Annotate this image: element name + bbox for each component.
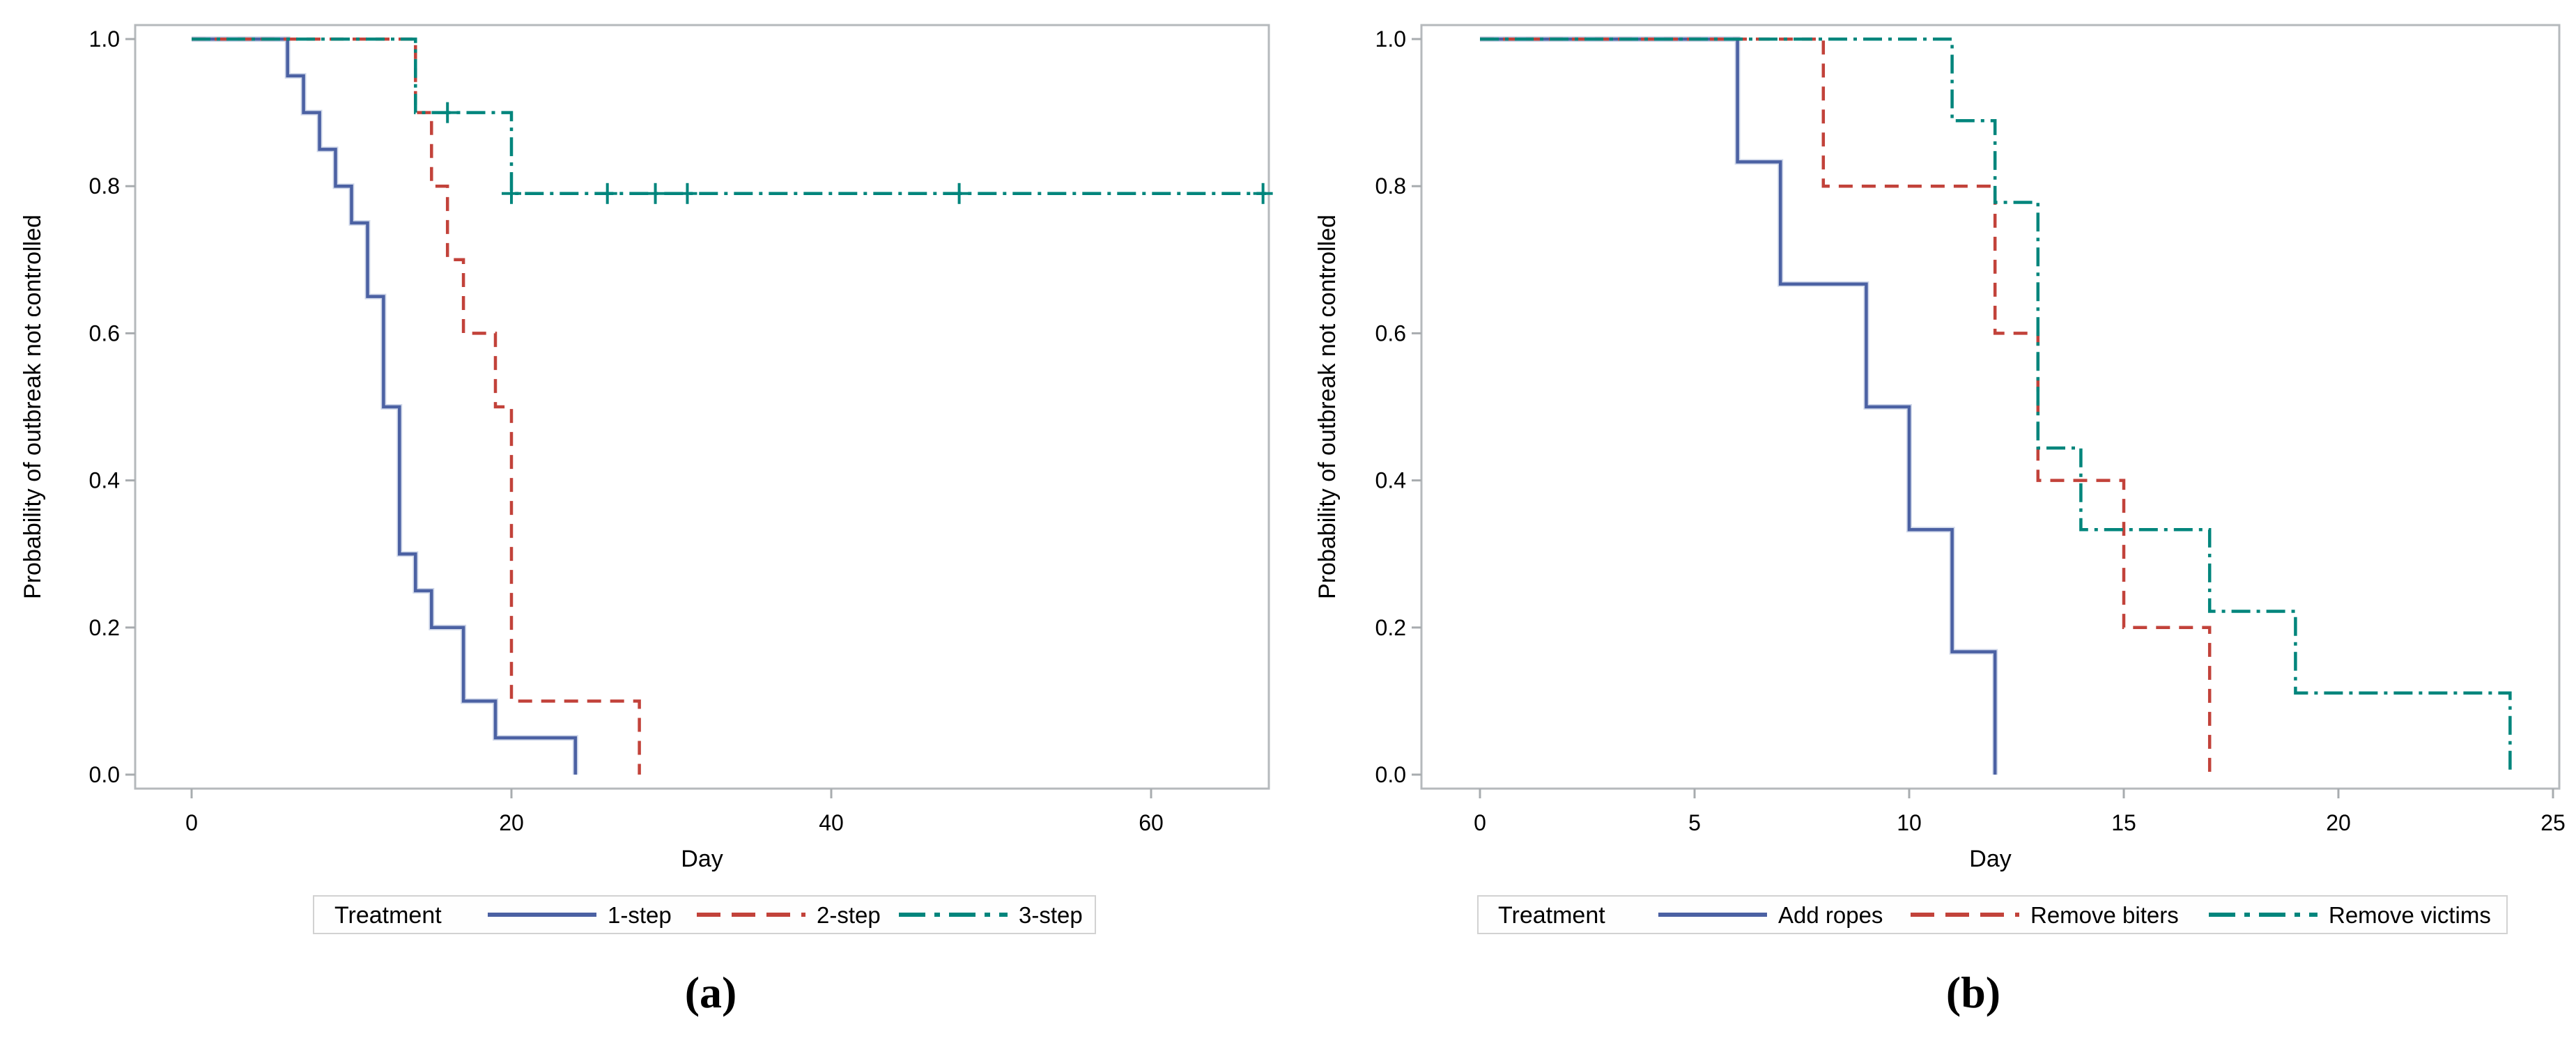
- legend-label-Remove victims: Remove victims: [2329, 902, 2491, 928]
- legend-label-1-step: 1-step: [608, 902, 672, 928]
- series-line-Remove victims: [1480, 37, 2512, 775]
- x-axis-title-b: Day: [1969, 846, 2011, 872]
- y-tick-label-a: 0.2: [89, 615, 120, 640]
- legend-title-b: Treatment: [1498, 902, 1605, 929]
- y-tick-label-a: 1.0: [89, 26, 120, 52]
- y-tick-label-a: 0.4: [89, 468, 120, 493]
- panel-a-caption: (a): [684, 968, 737, 1017]
- series-line-2-step: [192, 37, 641, 775]
- x-tick-label-b: 25: [2540, 810, 2566, 835]
- legend-label-Add ropes: Add ropes: [1778, 902, 1883, 928]
- x-tick-label-b: 10: [1897, 810, 1922, 835]
- x-tick-label-b: 0: [1474, 810, 1486, 835]
- y-tick-label-b: 1.0: [1375, 26, 1406, 52]
- series-line-1-step: [192, 37, 578, 775]
- plot-frame-a: [134, 24, 1270, 790]
- x-tick-label-b: 20: [2326, 810, 2351, 835]
- y-tick-label-b: 0.0: [1375, 762, 1406, 787]
- x-tick-label-a: 60: [1139, 810, 1164, 835]
- y-tick-label-a: 0.0: [89, 762, 120, 787]
- legend-label-3-step: 3-step: [1019, 902, 1083, 928]
- x-axis-title-a: Day: [681, 846, 723, 872]
- series-line-Add ropes: [1480, 37, 1997, 775]
- legend-title-a: Treatment: [334, 902, 442, 929]
- y-axis-title-b: Probability of outbreak not controlled: [1314, 215, 1341, 599]
- x-tick-label-a: 20: [499, 810, 524, 835]
- y-tick-label-a: 0.8: [89, 173, 120, 199]
- x-tick-label-a: 0: [185, 810, 198, 835]
- y-tick-label-b: 0.2: [1375, 615, 1406, 640]
- y-axis-title-a: Probability of outbreak not controlled: [20, 215, 46, 599]
- panel-b-caption: (b): [1945, 968, 2001, 1017]
- y-tick-label-b: 0.4: [1375, 468, 1406, 493]
- series-line-3-step: [192, 37, 1267, 196]
- y-tick-label-b: 0.6: [1375, 320, 1406, 346]
- legend-label-2-step: 2-step: [817, 902, 881, 928]
- x-tick-label-a: 40: [819, 810, 844, 835]
- y-tick-label-b: 0.8: [1375, 173, 1406, 199]
- x-tick-label-b: 15: [2111, 810, 2136, 835]
- plot-frame-b: [1420, 24, 2561, 790]
- legend-label-Remove biters: Remove biters: [2030, 902, 2179, 928]
- x-tick-label-b: 5: [1688, 810, 1701, 835]
- y-tick-label-a: 0.6: [89, 320, 120, 346]
